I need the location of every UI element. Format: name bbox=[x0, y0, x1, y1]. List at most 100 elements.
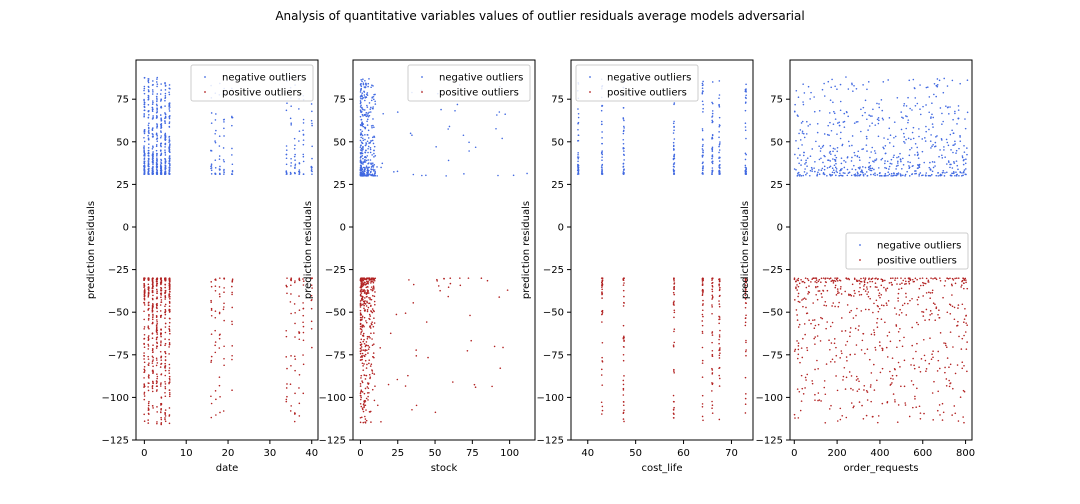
negative-outlier-point bbox=[820, 169, 823, 172]
positive-outlier-point bbox=[622, 383, 625, 386]
negative-outlier-point bbox=[701, 162, 704, 165]
positive-outlier-point bbox=[143, 297, 146, 300]
positive-outlier-point bbox=[294, 322, 296, 325]
positive-outlier-point bbox=[156, 302, 158, 305]
positive-outlier-point bbox=[147, 358, 150, 360]
negative-outlier-point bbox=[885, 174, 887, 177]
positive-outlier-point bbox=[828, 339, 830, 342]
negative-outlier-point bbox=[902, 157, 904, 160]
positive-outlier-point bbox=[290, 278, 292, 280]
positive-outlier-point bbox=[711, 279, 713, 281]
positive-outlier-point bbox=[711, 334, 714, 336]
negative-outlier-point bbox=[293, 137, 296, 140]
positive-outlier-point bbox=[932, 356, 934, 359]
positive-outlier-point bbox=[954, 282, 957, 285]
positive-outlier-point bbox=[701, 281, 704, 283]
positive-outlier-point bbox=[814, 324, 817, 327]
negative-outlier-point bbox=[367, 173, 370, 175]
positive-outlier-point bbox=[952, 279, 955, 281]
positive-outlier-point bbox=[361, 408, 364, 411]
negative-outlier-point bbox=[803, 92, 806, 94]
positive-outlier-point bbox=[359, 402, 362, 405]
negative-outlier-point bbox=[834, 148, 836, 150]
positive-outlier-point bbox=[370, 332, 372, 335]
negative-outlier-point bbox=[884, 152, 887, 155]
negative-outlier-point bbox=[949, 163, 951, 166]
x-tick-label: 600 bbox=[913, 448, 932, 459]
positive-outlier-point bbox=[800, 279, 802, 281]
negative-outlier-point bbox=[802, 174, 805, 177]
negative-outlier-point bbox=[941, 157, 944, 159]
negative-outlier-point bbox=[843, 159, 845, 162]
negative-outlier-point bbox=[143, 148, 145, 150]
negative-outlier-point bbox=[164, 116, 167, 119]
positive-outlier-point bbox=[302, 307, 305, 310]
positive-outlier-point bbox=[298, 332, 301, 334]
negative-outlier-point bbox=[311, 173, 313, 175]
negative-outlier-point bbox=[151, 129, 154, 132]
y-tick-label: 75 bbox=[333, 95, 346, 106]
positive-outlier-point bbox=[859, 280, 862, 283]
scatter-points bbox=[143, 76, 313, 426]
negative-outlier-point bbox=[160, 117, 162, 119]
positive-outlier-point bbox=[834, 277, 836, 279]
positive-outlier-point bbox=[801, 387, 804, 390]
positive-outlier-point bbox=[362, 303, 364, 306]
positive-outlier-point bbox=[366, 337, 369, 340]
positive-outlier-point bbox=[168, 346, 170, 348]
negative-outlier-point bbox=[807, 85, 810, 88]
positive-outlier-point bbox=[860, 277, 862, 280]
positive-outlier-point bbox=[285, 284, 288, 287]
positive-outlier-point bbox=[829, 348, 831, 351]
negative-outlier-point bbox=[874, 159, 877, 162]
positive-outlier-point bbox=[903, 302, 906, 305]
negative-outlier-point bbox=[310, 168, 313, 170]
positive-outlier-point bbox=[904, 283, 906, 285]
positive-outlier-point bbox=[891, 374, 894, 377]
negative-outlier-point bbox=[878, 103, 880, 105]
negative-outlier-point bbox=[374, 100, 376, 103]
y-tick-label: 0 bbox=[340, 222, 346, 233]
positive-outlier-point bbox=[286, 383, 288, 385]
positive-outlier-point bbox=[160, 283, 162, 286]
positive-outlier-point bbox=[820, 316, 822, 319]
positive-outlier-point bbox=[825, 327, 827, 330]
positive-outlier-point bbox=[623, 420, 625, 423]
y-tick-label: −50 bbox=[762, 308, 783, 319]
positive-outlier-point bbox=[895, 313, 898, 315]
positive-outlier-point bbox=[813, 337, 815, 340]
positive-outlier-point bbox=[210, 299, 212, 302]
positive-outlier-point bbox=[944, 280, 947, 282]
negative-outlier-point bbox=[951, 167, 954, 169]
negative-outlier-point bbox=[155, 164, 158, 166]
positive-outlier-point bbox=[719, 347, 721, 349]
negative-outlier-point bbox=[526, 172, 528, 175]
negative-outlier-point bbox=[963, 151, 966, 153]
negative-outlier-point bbox=[872, 173, 875, 176]
positive-outlier-point bbox=[147, 389, 150, 392]
negative-outlier-point bbox=[901, 167, 903, 170]
legend-box bbox=[407, 64, 531, 102]
negative-outlier-point bbox=[797, 147, 800, 150]
positive-outlier-point bbox=[164, 351, 166, 353]
legend-marker bbox=[421, 91, 423, 93]
positive-outlier-point bbox=[849, 293, 852, 296]
negative-outlier-point bbox=[156, 107, 158, 109]
negative-outlier-point bbox=[447, 159, 450, 162]
negative-outlier-point bbox=[701, 173, 704, 175]
negative-outlier-point bbox=[928, 166, 931, 169]
positive-outlier-point bbox=[362, 365, 364, 367]
negative-outlier-point bbox=[880, 158, 883, 161]
negative-outlier-point bbox=[799, 154, 801, 156]
negative-outlier-point bbox=[925, 86, 928, 89]
negative-outlier-point bbox=[914, 143, 917, 145]
y-tick-label: −100 bbox=[319, 393, 346, 404]
negative-outlier-point bbox=[376, 175, 378, 177]
negative-outlier-point bbox=[908, 167, 910, 170]
negative-outlier-point bbox=[896, 96, 899, 99]
positive-outlier-point bbox=[143, 420, 146, 422]
negative-outlier-point bbox=[943, 77, 946, 80]
negative-outlier-point bbox=[925, 104, 927, 106]
negative-outlier-point bbox=[936, 84, 939, 86]
positive-outlier-point bbox=[831, 358, 834, 361]
